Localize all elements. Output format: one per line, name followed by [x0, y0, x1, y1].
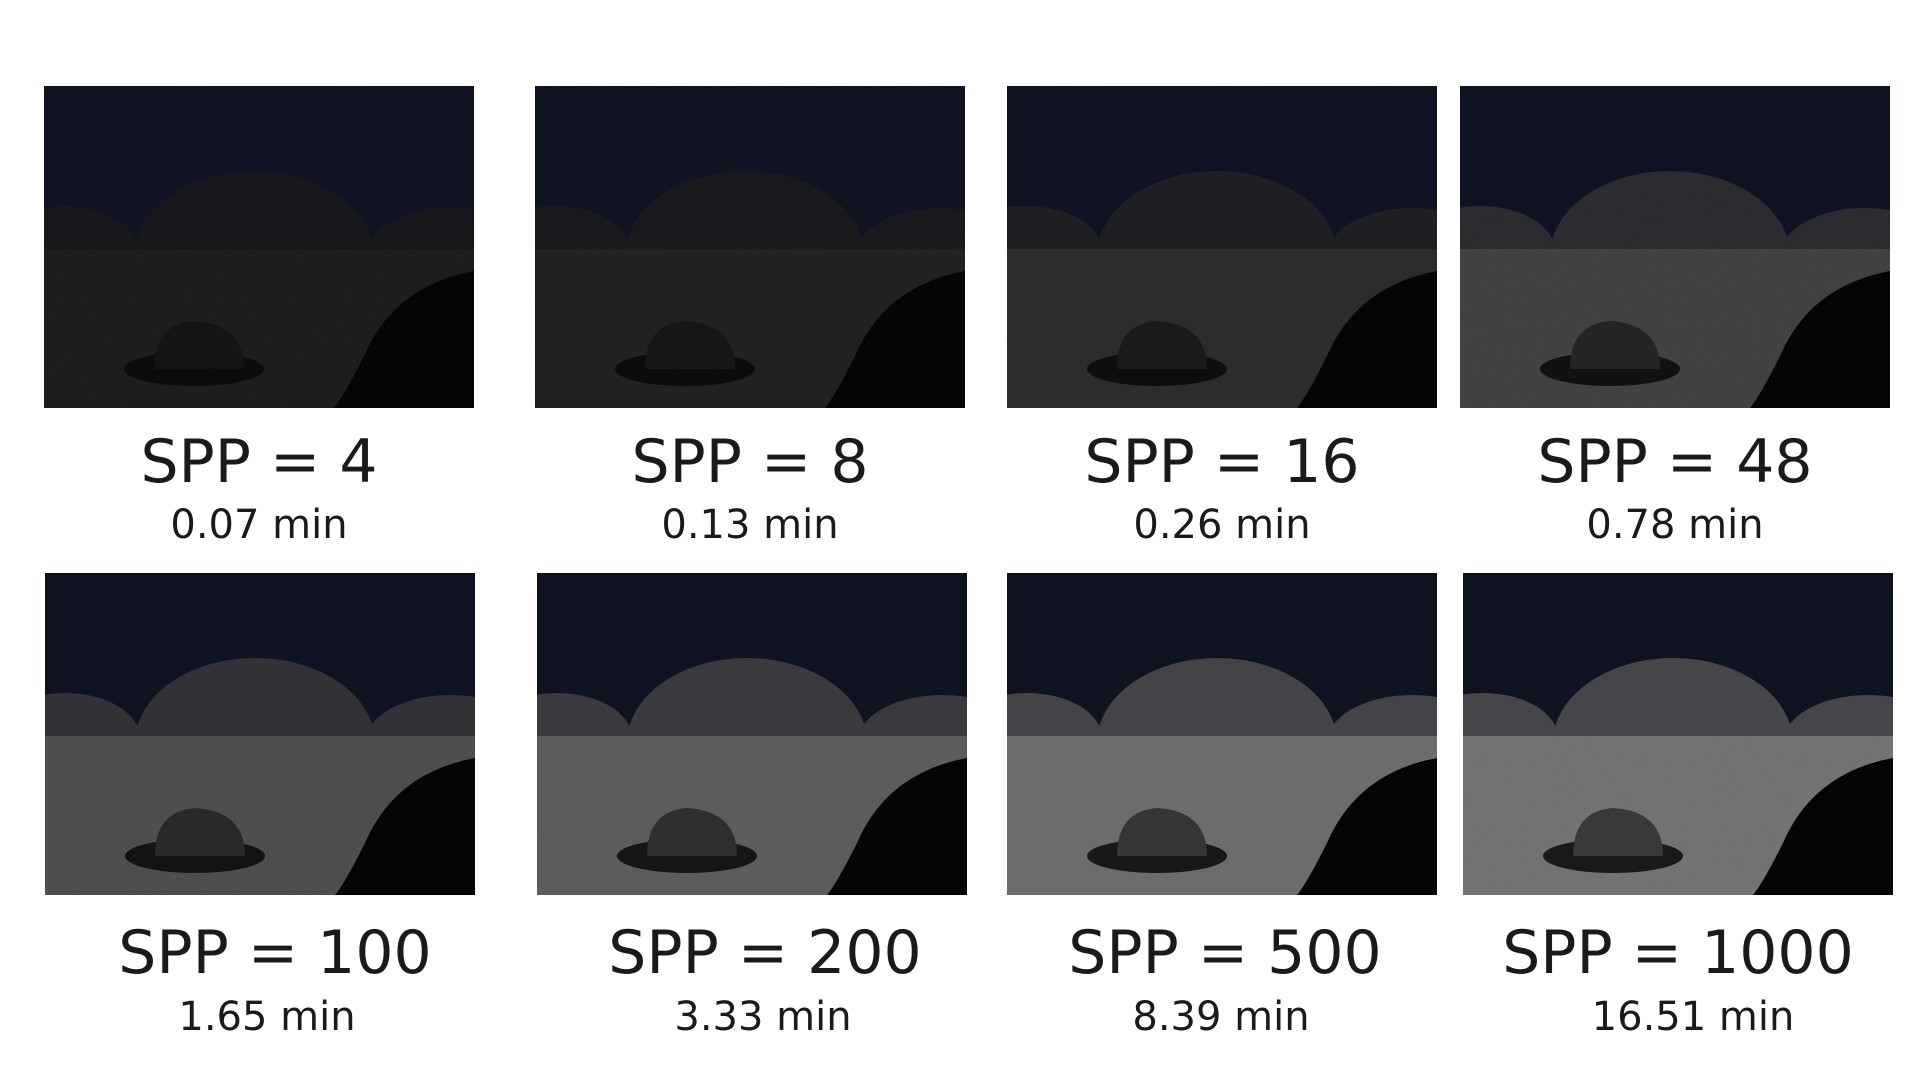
render-noise — [44, 86, 474, 408]
render-spp-4 — [44, 86, 474, 408]
time-label: 0.78 min — [1586, 502, 1764, 548]
time-label: 1.65 min — [178, 994, 356, 1040]
render-spp-48 — [1460, 86, 1890, 408]
spp-label: SPP = 48 — [1537, 427, 1813, 497]
render-spp-8 — [535, 86, 965, 408]
spp-label: SPP = 100 — [118, 918, 432, 988]
scene-render — [44, 86, 474, 408]
scene-render — [1460, 86, 1890, 408]
scene-render — [1007, 86, 1437, 408]
scene-render — [45, 573, 475, 895]
render-spp-16 — [1007, 86, 1437, 408]
time-label: 8.39 min — [1132, 994, 1310, 1040]
time-label: 0.26 min — [1133, 502, 1311, 548]
scene-render — [1463, 573, 1893, 895]
scene-render — [535, 86, 965, 408]
render-spp-100 — [45, 573, 475, 895]
spp-label: SPP = 8 — [631, 427, 869, 497]
scene-render — [537, 573, 967, 895]
time-label: 0.13 min — [661, 502, 839, 548]
time-label: 16.51 min — [1591, 994, 1795, 1040]
time-label: 0.07 min — [170, 502, 348, 548]
render-spp-200 — [537, 573, 967, 895]
spp-label: SPP = 4 — [140, 427, 378, 497]
render-noise — [45, 573, 475, 895]
render-noise — [1007, 86, 1437, 408]
scene-render — [1007, 573, 1437, 895]
spp-label: SPP = 200 — [608, 918, 922, 988]
spp-label: SPP = 1000 — [1502, 918, 1854, 988]
render-noise — [1007, 573, 1437, 895]
spp-label: SPP = 16 — [1084, 427, 1360, 497]
render-noise — [535, 86, 965, 408]
render-noise — [1463, 573, 1893, 895]
render-noise — [537, 573, 967, 895]
render-spp-500 — [1007, 573, 1437, 895]
time-label: 3.33 min — [674, 994, 852, 1040]
render-noise — [1460, 86, 1890, 408]
spp-label: SPP = 500 — [1068, 918, 1382, 988]
render-spp-1000 — [1463, 573, 1893, 895]
